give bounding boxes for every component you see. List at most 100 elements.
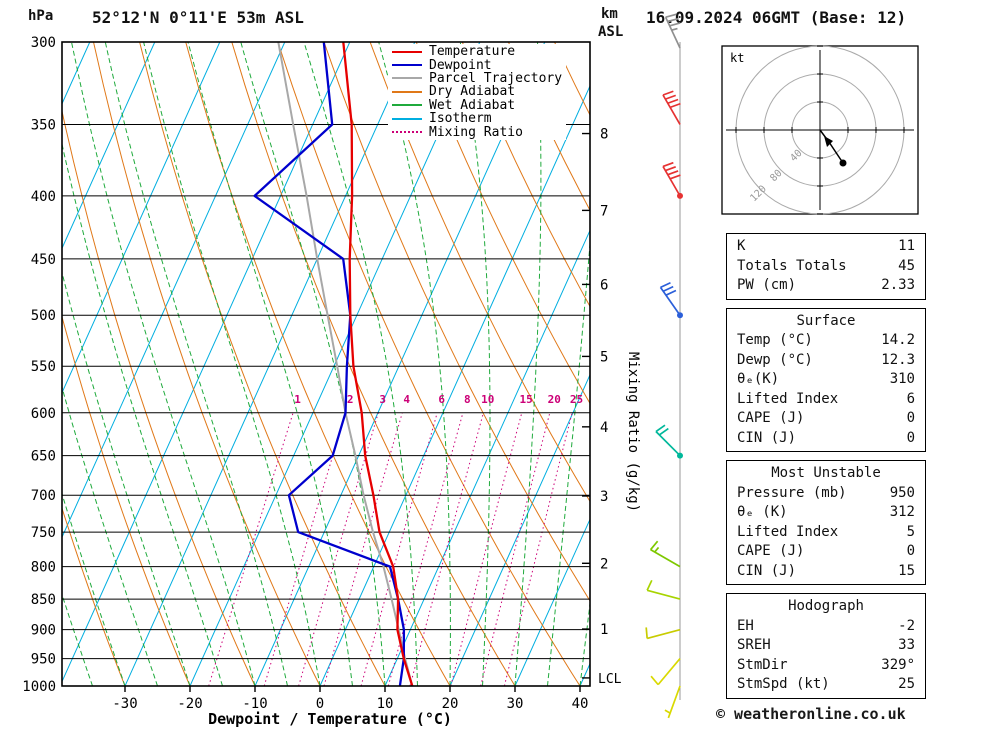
stats-box-title: Surface [796, 312, 856, 329]
stats-value: 312 [889, 504, 915, 520]
svg-text:800: 800 [31, 560, 56, 576]
temperature-curve [342, 42, 414, 686]
stats-label: θₑ (K) [737, 504, 788, 520]
stats-row: CAPE (J) 0 [727, 409, 925, 429]
lcl-label: LCL [598, 672, 622, 687]
stats-box: Surface Temp (°C) 14.2 Dewp (°C) 12.3 θₑ(K) 31… [726, 307, 926, 452]
stats-label: Lifted Index [737, 390, 839, 407]
stats-value: 950 [889, 484, 915, 501]
legend-line-sample [392, 77, 422, 80]
plot-frame [61, 41, 591, 687]
svg-text:8: 8 [464, 393, 471, 406]
stats-value: 0 [906, 429, 915, 446]
stats-box-title: Most Unstable [771, 465, 881, 481]
legend-line-sample [392, 117, 422, 120]
stats-value: 0 [906, 543, 915, 559]
dewpoint-curve [253, 42, 406, 686]
legend-label: Temperature [429, 44, 516, 60]
svg-text:25: 25 [570, 393, 583, 406]
datetime-label: 16.09.2024 06GMT (Base: 12) [646, 8, 907, 27]
stats-value: 25 [898, 676, 915, 692]
legend-label: Wet Adiabat [429, 97, 516, 113]
stats-label: CIN (J) [737, 429, 797, 446]
svg-text:600: 600 [31, 406, 56, 422]
svg-text:450: 450 [31, 252, 56, 268]
stats-row: θₑ (K) 312 [727, 503, 925, 523]
stats-label: Totals Totals [737, 257, 847, 274]
data-tables: K 11 Totals Totals 45 PW (cm) 2.33 Surface Temp… [726, 233, 926, 707]
stats-box: Most Unstable Pressure (mb) 950 θₑ (K) 312 Li… [726, 460, 926, 585]
svg-text:6: 6 [438, 393, 445, 406]
svg-text:-10: -10 [242, 696, 267, 712]
stats-label: StmSpd (kt) [737, 676, 830, 692]
svg-text:4: 4 [600, 420, 608, 436]
legend-label: Dewpoint [429, 57, 492, 73]
legend-line-sample [392, 64, 422, 67]
stats-value: 14.2 [881, 332, 915, 348]
svg-text:1: 1 [600, 622, 608, 638]
stats-value: 5 [906, 523, 915, 540]
svg-text:1000: 1000 [22, 679, 56, 695]
svg-text:8: 8 [600, 127, 608, 143]
svg-text:650: 650 [31, 449, 56, 465]
altitude-unit-label: km [601, 6, 618, 22]
svg-text:500: 500 [31, 308, 56, 324]
mixing-ratio-labels: 1 2 3 4 6 8 10 15 20 25 [294, 393, 583, 406]
legend-item: Wet Adiabat [392, 99, 562, 112]
stats-label: K [737, 238, 746, 254]
station-title: 52°12'N 0°11'E 53m ASL [92, 8, 304, 27]
svg-text:550: 550 [31, 359, 56, 375]
svg-text:850: 850 [31, 592, 56, 608]
stats-value: -2 [898, 617, 915, 634]
legend-item: Temperature [392, 45, 562, 58]
stats-row: CIN (J) 15 [727, 562, 925, 582]
stats-box: K 11 Totals Totals 45 PW (cm) 2.33 [726, 233, 926, 300]
chart-legend: Temperature Dewpoint Parcel Trajectory Dry … [388, 44, 567, 140]
legend-label: Parcel Trajectory [429, 70, 563, 86]
hodograph-kt-label: kt [730, 51, 744, 65]
svg-text:350: 350 [31, 117, 56, 133]
stats-row: Totals Totals 45 [727, 257, 925, 277]
wet-adiabats [62, 42, 590, 686]
pressure-axis-labels: 300 350 400 450 500 550 600 650 700 750 800 850 900 9… [22, 35, 56, 695]
stats-row: K 11 [727, 237, 925, 257]
stats-row: StmSpd (kt) 25 [727, 675, 925, 695]
stats-value: 2.33 [881, 277, 915, 293]
svg-text:7: 7 [600, 203, 608, 219]
sounding-curves [253, 42, 414, 686]
storm-motion-dot [839, 159, 847, 167]
svg-text:0: 0 [316, 696, 324, 712]
parcel-trajectory-curve [277, 42, 414, 686]
svg-text:5: 5 [600, 349, 608, 365]
dry-adiabats [62, 42, 590, 686]
stats-row: SREH 33 [727, 636, 925, 656]
skewt-diagram: 3003504004505005506006507007508008509009… [22, 13, 683, 728]
mixing-ratio-lines [208, 412, 573, 686]
stats-value: 33 [898, 637, 915, 653]
stats-row: Temp (°C) 14.2 [727, 331, 925, 351]
svg-text:30: 30 [507, 696, 524, 712]
x-axis-title: Dewpoint / Temperature (°C) [208, 710, 452, 728]
svg-text:400: 400 [31, 189, 56, 205]
legend-item: Dewpoint [392, 57, 562, 73]
legend-label: Dry Adiabat [429, 84, 516, 100]
stats-row: CIN (J) 0 [727, 429, 925, 449]
legend-line-sample [392, 50, 422, 53]
stats-label: CIN (J) [737, 562, 797, 579]
stats-label: CAPE (J) [737, 410, 805, 426]
copyright: © weatheronline.co.uk [716, 705, 906, 723]
stats-value: 329° [881, 656, 915, 673]
altitude-ref-label: ASL [598, 24, 624, 40]
stats-label: Pressure (mb) [737, 484, 847, 501]
stats-label: CAPE (J) [737, 543, 805, 559]
svg-text:-30: -30 [112, 696, 137, 712]
stats-label: SREH [737, 637, 771, 653]
legend-item: Mixing Ratio [392, 125, 562, 139]
stats-row: StmDir 329° [727, 656, 925, 676]
svg-text:20: 20 [442, 696, 459, 712]
legend-item: Parcel Trajectory [392, 72, 562, 85]
stats-value: 310 [889, 371, 915, 387]
svg-text:40: 40 [572, 696, 589, 712]
legend-item: Dry Adiabat [392, 85, 562, 98]
